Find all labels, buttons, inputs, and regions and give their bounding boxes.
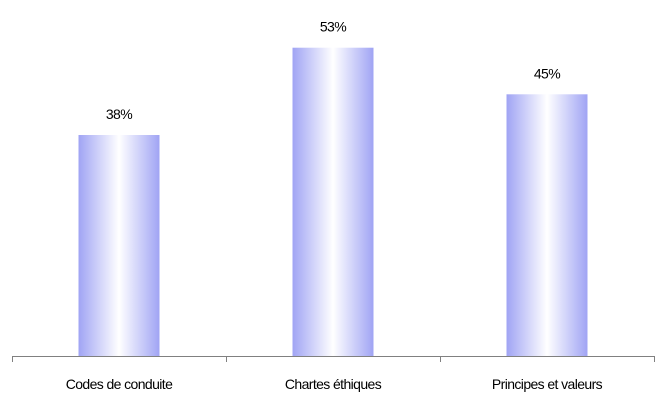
bars-group xyxy=(78,47,588,357)
value-labels-group: 38% 53% 45% xyxy=(106,19,561,122)
bar-value-label: 45% xyxy=(534,65,560,81)
category-tick-label: Principes et valeurs xyxy=(492,376,603,392)
bar-value-label: 38% xyxy=(106,106,132,122)
bar xyxy=(78,135,160,356)
tick-labels-group: Codes de conduite Chartes éthiques Princip… xyxy=(66,376,604,392)
category-tick-label: Codes de conduite xyxy=(66,376,173,392)
bar xyxy=(506,94,588,357)
x-axis xyxy=(12,356,655,362)
bar-value-label: 53% xyxy=(320,19,346,35)
bar xyxy=(292,47,374,356)
category-tick-label: Chartes éthiques xyxy=(285,376,382,392)
